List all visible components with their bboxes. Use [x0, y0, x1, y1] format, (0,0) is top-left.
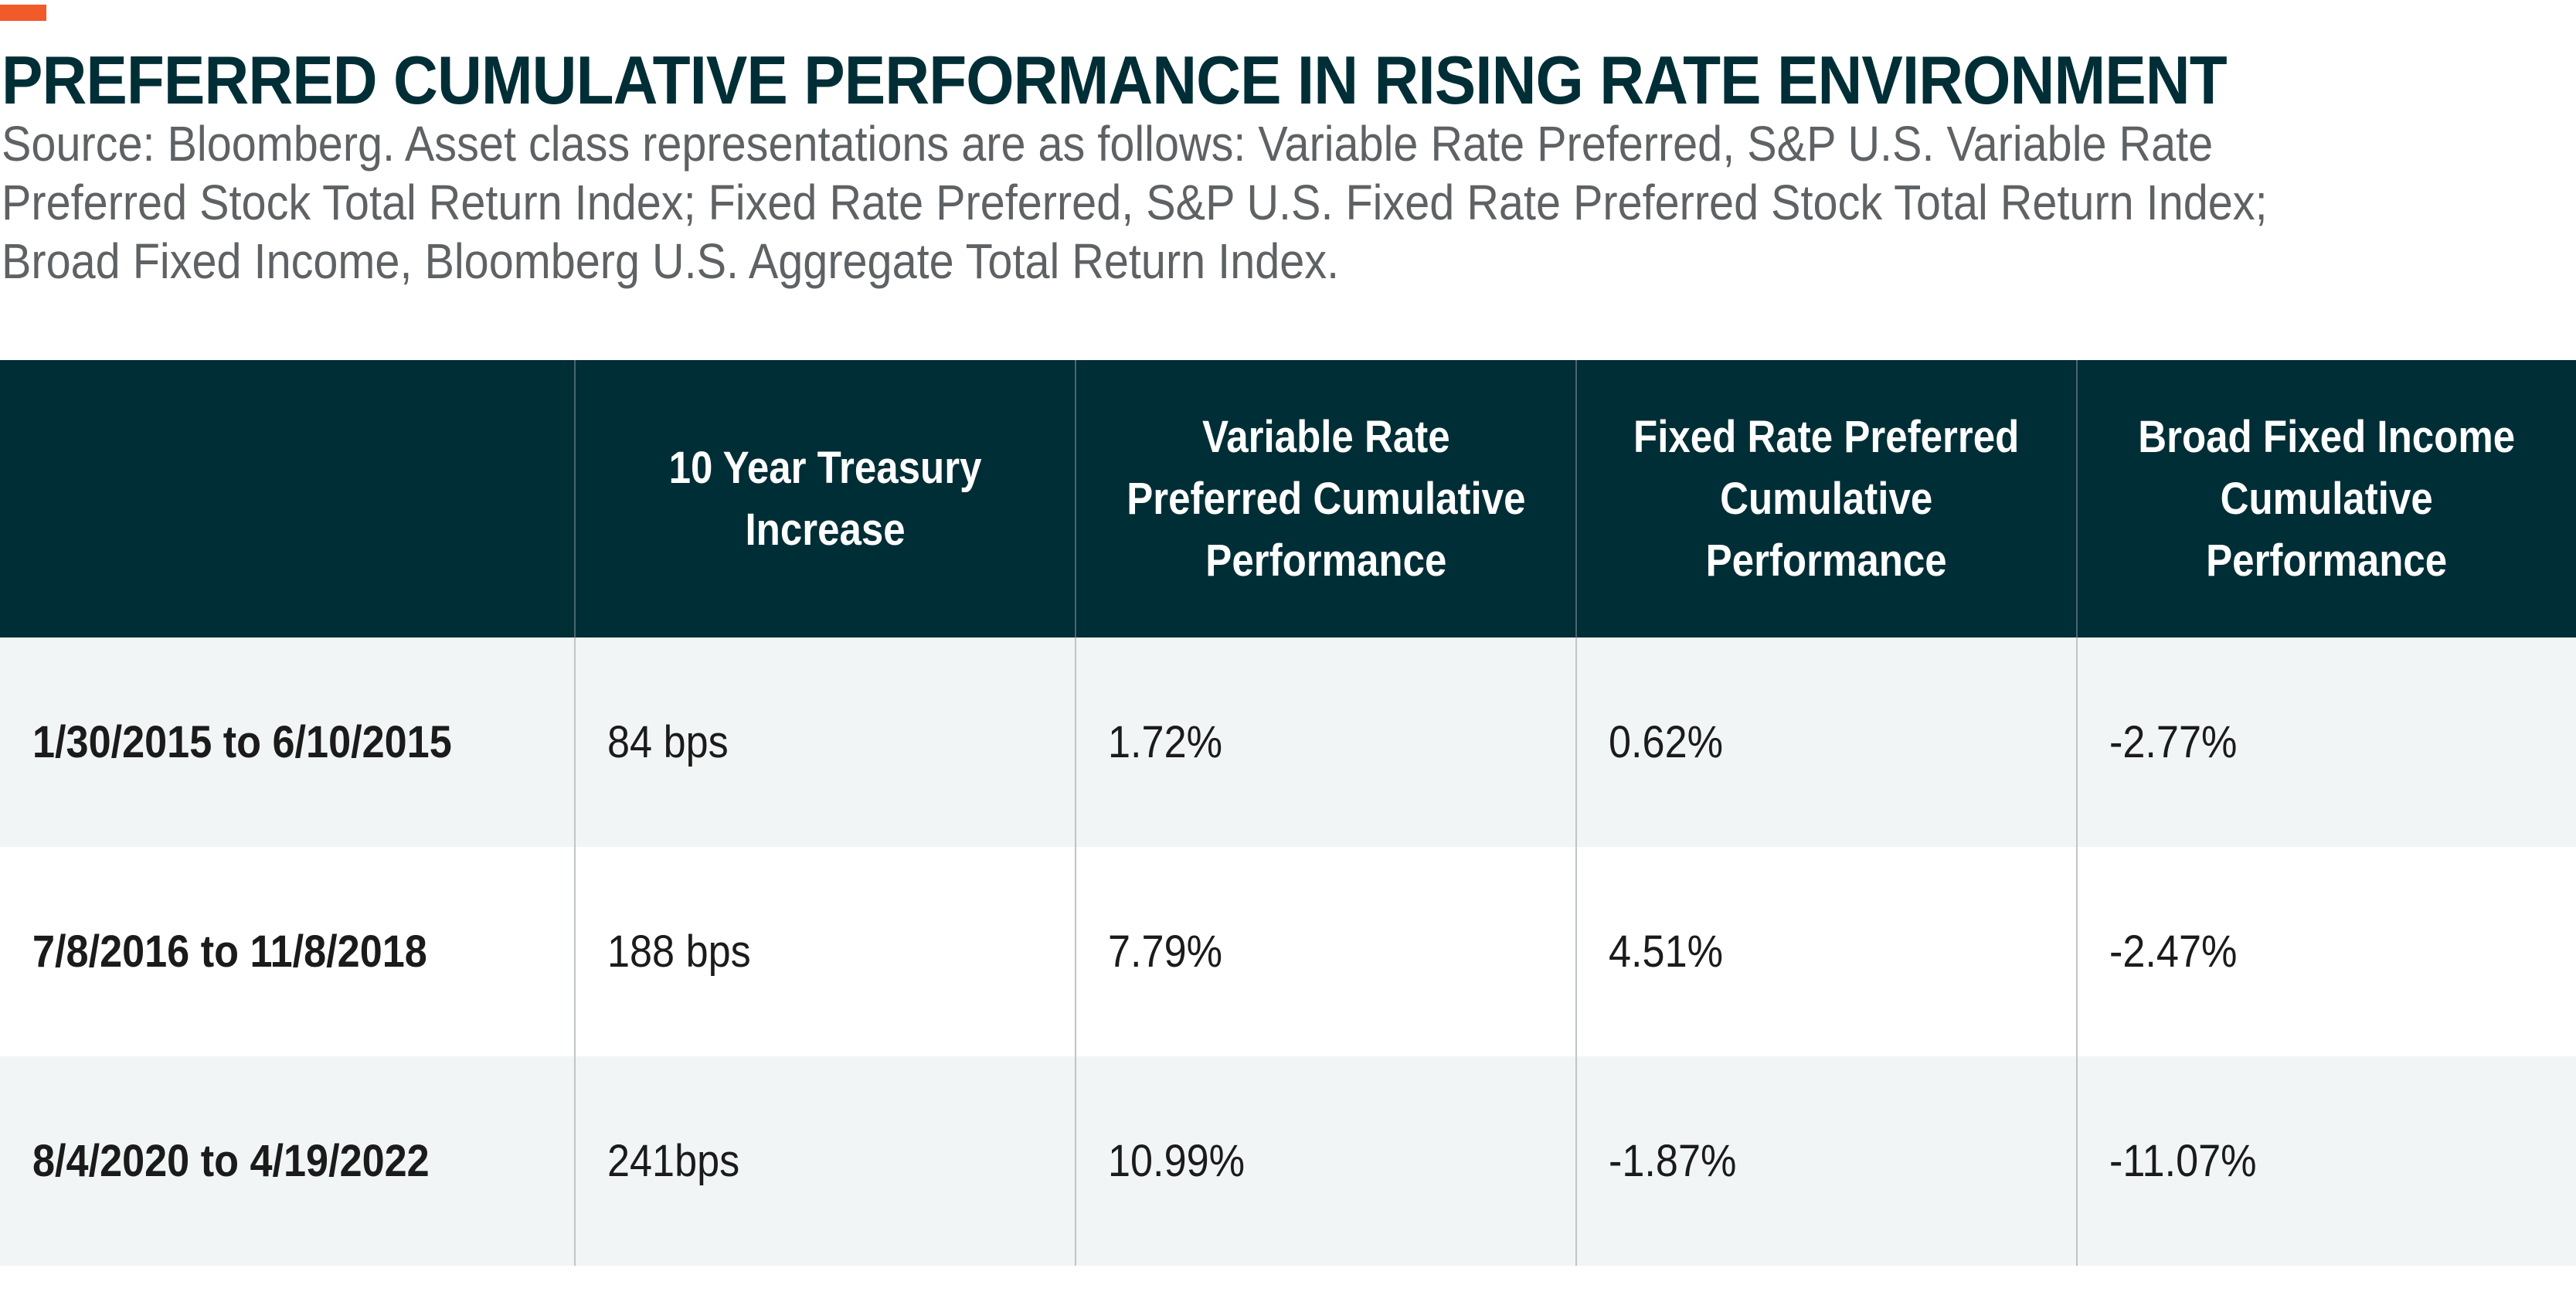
- table-cell: 188 bps: [575, 847, 1076, 1056]
- table-cell: 1.72%: [1076, 638, 1576, 847]
- source-note: Source: Bloomberg. Asset class represent…: [2, 114, 2435, 291]
- column-divider: [2076, 638, 2078, 1266]
- column-header-line: Performance: [2205, 535, 2448, 586]
- column-divider: [1075, 360, 1076, 638]
- column-divider: [574, 360, 576, 638]
- column-divider: [1575, 360, 1577, 638]
- cell-value: 1.72%: [1108, 717, 1223, 767]
- column-divider: [2076, 360, 2078, 638]
- cell-value: 8/4/2020 to 4/19/2022: [32, 1136, 430, 1186]
- cell-value: 10.99%: [1108, 1136, 1246, 1186]
- cell-value: 188 bps: [607, 926, 751, 977]
- table-row: 8/4/2020 to 4/19/2022 241bps 10.99% -1.87% -…: [0, 1056, 2576, 1266]
- source-note-line: Source: Bloomberg. Asset class represent…: [2, 116, 2214, 172]
- table-cell: -1.87%: [1576, 1056, 2077, 1266]
- cell-value: 4.51%: [1609, 926, 1724, 977]
- table-cell: -2.47%: [2077, 847, 2576, 1056]
- accent-bar: [0, 5, 46, 21]
- header-cell-empty: [0, 360, 575, 638]
- column-header-line: Broad Fixed Income: [2138, 411, 2515, 462]
- column-header-line: Increase: [745, 504, 906, 555]
- table-cell: 4.51%: [1576, 847, 2077, 1056]
- cell-value: 241bps: [607, 1136, 740, 1186]
- cell-value: 7.79%: [1108, 926, 1223, 977]
- table-cell: 0.62%: [1576, 638, 2077, 847]
- column-divider: [574, 638, 576, 1266]
- cell-value: -2.47%: [2109, 926, 2238, 977]
- row-period-label: 1/30/2015 to 6/10/2015: [0, 638, 575, 847]
- table-header-row: 10 Year Treasury Increase Variable Rate Pre…: [0, 360, 2576, 638]
- performance-table: 10 Year Treasury Increase Variable Rate Pre…: [0, 360, 2576, 1266]
- table-cell: -11.07%: [2077, 1056, 2576, 1266]
- source-note-line: Preferred Stock Total Return Index; Fixe…: [2, 175, 2268, 230]
- table-cell: 10.99%: [1076, 1056, 1576, 1266]
- cell-value: -1.87%: [1609, 1136, 1737, 1186]
- column-header: Variable Rate Preferred Cumulative Perform…: [1076, 360, 1576, 638]
- table-row: 7/8/2016 to 11/8/2018 188 bps 7.79% 4.51% -2…: [0, 847, 2576, 1056]
- column-divider: [1575, 638, 1577, 1266]
- column-header: Fixed Rate Preferred Cumulative Performanc…: [1576, 360, 2077, 638]
- column-header: Broad Fixed Income Cumulative Performance: [2077, 360, 2576, 638]
- column-header-line: Variable Rate: [1201, 411, 1450, 462]
- column-header-line: Cumulative: [1720, 473, 1933, 524]
- chart-title: PREFERRED CUMULATIVE PERFORMANCE IN RISI…: [2, 42, 2228, 118]
- column-header: 10 Year Treasury Increase: [575, 360, 1076, 638]
- table-cell: 84 bps: [575, 638, 1076, 847]
- table-cell: -2.77%: [2077, 638, 2576, 847]
- table-row: 1/30/2015 to 6/10/2015 84 bps 1.72% 0.62% -2…: [0, 638, 2576, 847]
- cell-value: 1/30/2015 to 6/10/2015: [32, 717, 452, 767]
- table-cell: 241bps: [575, 1056, 1076, 1266]
- source-note-line: Broad Fixed Income, Bloomberg U.S. Aggre…: [2, 233, 1340, 289]
- cell-value: 0.62%: [1609, 717, 1724, 767]
- column-header-line: 10 Year Treasury: [668, 442, 982, 493]
- table-cell: 7.79%: [1076, 847, 1576, 1056]
- column-header-line: Performance: [1705, 535, 1948, 586]
- cell-value: -11.07%: [2109, 1136, 2257, 1186]
- column-divider: [1075, 638, 1076, 1266]
- column-header-line: Performance: [1205, 535, 1447, 586]
- column-header-line: Preferred Cumulative: [1126, 473, 1526, 524]
- cell-value: -2.77%: [2109, 717, 2238, 767]
- row-period-label: 8/4/2020 to 4/19/2022: [0, 1056, 575, 1266]
- cell-value: 84 bps: [607, 717, 729, 767]
- column-header-line: Cumulative: [2220, 473, 2433, 524]
- row-period-label: 7/8/2016 to 11/8/2018: [0, 847, 575, 1056]
- cell-value: 7/8/2016 to 11/8/2018: [32, 926, 427, 977]
- column-header-line: Fixed Rate Preferred: [1633, 411, 2020, 462]
